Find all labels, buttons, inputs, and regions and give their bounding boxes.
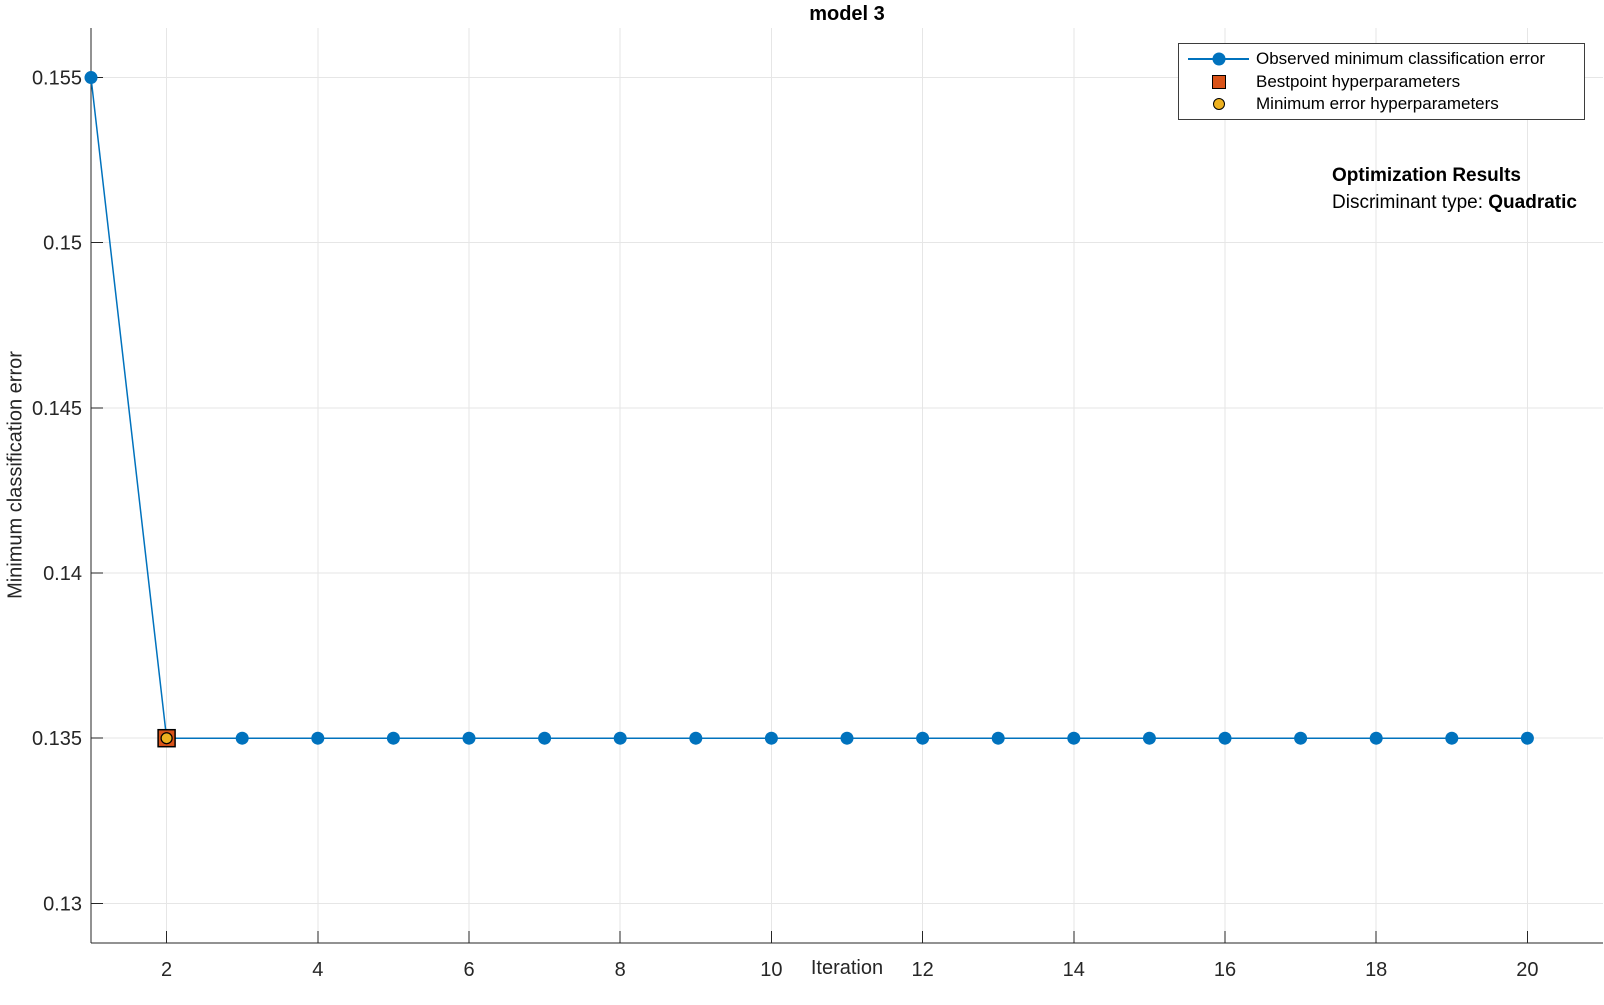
observed-error-marker	[613, 731, 627, 745]
x-tick-label: 20	[1516, 959, 1538, 981]
y-tick-label: 0.13	[43, 893, 82, 915]
observed-error-marker	[538, 731, 552, 745]
observed-error-line	[90, 77, 1528, 739]
y-tick-label: 0.135	[32, 728, 82, 750]
observed-error-marker	[1142, 731, 1156, 745]
x-tick-label: 6	[463, 959, 474, 981]
y-axis-label: Minimum classification error	[4, 351, 27, 599]
chart-title: model 3	[809, 3, 885, 25]
observed-error-marker	[235, 731, 249, 745]
legend-item-bestpoint: Bestpoint hyperparameters	[1179, 71, 1584, 93]
x-tick-label: 10	[760, 959, 782, 981]
observed-error-marker	[991, 731, 1005, 745]
line-circle-marker-icon	[1188, 50, 1249, 68]
annotation-line: Discriminant type: Quadratic	[1332, 189, 1577, 216]
y-tick-label: 0.155	[32, 68, 82, 90]
observed-error-marker	[1520, 731, 1534, 745]
observed-error-marker	[1294, 731, 1308, 745]
observed-error-marker	[462, 731, 476, 745]
square-marker-icon	[1188, 73, 1249, 91]
observed-error-marker	[1369, 731, 1383, 745]
observed-error-marker	[1445, 731, 1459, 745]
x-tick-label: 16	[1214, 959, 1236, 981]
observed-error-marker	[689, 731, 703, 745]
legend-label: Minimum error hyperparameters	[1256, 94, 1499, 114]
x-tick-label: 18	[1365, 959, 1387, 981]
minimum-error-marker	[160, 732, 173, 745]
y-tick-label: 0.14	[43, 563, 82, 585]
legend-item-observed-error: Observed minimum classification error	[1179, 48, 1584, 70]
circle-marker-icon	[1188, 95, 1249, 113]
optimization-results-annotation: Optimization Results Discriminant type: …	[1332, 162, 1577, 216]
observed-error-marker	[764, 731, 778, 745]
legend: Observed minimum classification error Be…	[1178, 43, 1585, 120]
observed-error-marker	[1218, 731, 1232, 745]
x-tick-label: 12	[911, 959, 933, 981]
legend-item-minimum-error: Minimum error hyperparameters	[1179, 93, 1584, 115]
observed-error-marker	[1067, 731, 1081, 745]
y-tick-label: 0.145	[32, 398, 82, 420]
annotation-label: Discriminant type:	[1332, 192, 1489, 213]
x-tick-label: 8	[615, 959, 626, 981]
legend-yellow-circle-swatch	[1212, 98, 1225, 111]
observed-error-marker	[311, 731, 325, 745]
observed-error-marker	[916, 731, 930, 745]
observed-error-marker	[84, 71, 98, 85]
x-tick-label: 2	[161, 959, 172, 981]
x-tick-label: 4	[312, 959, 323, 981]
observed-error-marker	[840, 731, 854, 745]
legend-square-swatch	[1211, 74, 1226, 89]
observed-error-marker	[386, 731, 400, 745]
annotation-value: Quadratic	[1488, 192, 1577, 213]
y-tick-label: 0.15	[43, 233, 82, 255]
annotation-heading: Optimization Results	[1332, 165, 1521, 186]
legend-label: Bestpoint hyperparameters	[1256, 71, 1461, 91]
legend-label: Observed minimum classification error	[1256, 48, 1546, 68]
x-axis-label: Iteration	[810, 957, 884, 979]
legend-circle-swatch	[1212, 52, 1225, 66]
x-tick-label: 14	[1063, 959, 1085, 981]
